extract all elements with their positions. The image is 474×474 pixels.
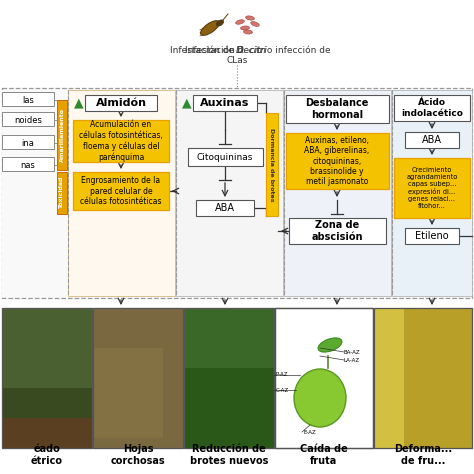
Text: Infestación de: Infestación de [185,46,252,55]
Text: D. citri: D. citri [236,46,266,55]
Bar [392,90,472,296]
Text: Zona de
abscisión: Zona de abscisión [311,220,363,242]
Bar [404,308,472,448]
Bar [193,95,257,111]
Text: nas: nas [20,161,36,170]
Text: ▲: ▲ [182,97,192,109]
Ellipse shape [236,20,245,24]
Text: Desbalance
hormonal: Desbalance hormonal [305,98,369,120]
Bar [374,308,472,448]
Bar [93,308,183,448]
Text: ina: ina [21,138,35,147]
Text: BA-AZ: BA-AZ [344,349,360,355]
Text: C-AZ: C-AZ [275,388,289,392]
Text: Reducción de
brotes nuevos: Reducción de brotes nuevos [190,444,268,466]
Bar [184,308,274,448]
Bar [196,200,254,216]
Text: Citoquininas: Citoquininas [197,153,253,162]
Ellipse shape [217,20,224,26]
Bar [2,112,54,126]
Text: Toxicidad: Toxicidad [60,177,64,209]
Bar [2,92,54,106]
Bar [2,157,54,171]
Text: Ácido
indolacético: Ácido indolacético [401,98,463,118]
Bar [2,135,54,149]
Bar [2,90,67,296]
Bar [68,90,175,296]
Text: Deforma...
de fru...: Deforma... de fru... [394,444,452,466]
Bar [275,308,373,448]
Ellipse shape [294,369,346,427]
Bar [286,133,389,189]
Text: Dormancia de brotes: Dormancia de brotes [270,128,274,202]
Bar [284,90,391,296]
Bar [286,95,389,123]
Text: Caída de
fruta: Caída de fruta [300,444,348,466]
Bar [2,308,92,448]
Bar [275,308,373,448]
Text: Crecimiento
agrandamiento
capas subep...
expresión di...
genes relaci...
fitohor: Crecimiento agrandamiento capas subep...… [406,167,458,209]
Text: Auxinas: Auxinas [201,98,250,108]
Text: ▲: ▲ [74,97,84,109]
Text: LA-AZ: LA-AZ [344,357,360,363]
Ellipse shape [201,21,219,35]
Bar [184,308,274,448]
Bar [93,308,183,448]
Ellipse shape [240,26,249,30]
Bar [73,120,169,162]
Bar [85,95,157,111]
Bar [266,113,278,216]
Text: Almidón: Almidón [95,98,146,108]
Text: ABA: ABA [215,203,235,213]
Text: o infección de: o infección de [264,46,331,55]
Bar [184,368,274,448]
Bar [374,308,472,448]
Bar [57,172,67,214]
Text: D. citri: D. citri [237,46,267,55]
Text: P-AZ: P-AZ [276,373,288,377]
Text: Acumulación en
células fotosintéticas,
floema y células del
parénquima: Acumulación en células fotosintéticas, f… [79,120,163,162]
Text: E-AZ: E-AZ [304,429,316,435]
Bar [176,90,283,296]
Text: ABA: ABA [422,135,442,145]
Bar [2,388,92,448]
Bar [2,418,92,448]
Text: éado
étrico: éado étrico [31,444,63,466]
Text: noides: noides [14,116,42,125]
Bar [405,132,459,148]
Bar [2,308,92,448]
Text: Hojas
corchosas: Hojas corchosas [111,444,165,466]
Bar [93,348,163,438]
Ellipse shape [318,338,342,352]
Bar [2,88,472,298]
Bar [188,148,263,166]
Bar [73,172,169,210]
Ellipse shape [251,22,259,27]
Bar [57,100,67,170]
Bar [289,218,386,244]
Text: Amarillamiento: Amarillamiento [60,108,64,162]
Bar [394,158,470,218]
Text: Etileno: Etileno [415,231,449,241]
Text: Engrosamiento de la
pared celular de
células fotosintéticas: Engrosamiento de la pared celular de cél… [80,176,162,206]
Text: Auxinas, etileno,
ABA, giberelinas,
citoquininas,
brassinolide y
metil jasmonato: Auxinas, etileno, ABA, giberelinas, cito… [304,136,370,186]
Bar [405,228,459,244]
Text: CLas: CLas [226,55,248,64]
Ellipse shape [244,30,253,34]
Text: las: las [22,95,34,104]
Bar [374,308,472,448]
Bar [150,92,390,132]
Bar [394,95,470,121]
Text: Infestación de: Infestación de [170,46,237,55]
Bar [275,308,373,448]
Ellipse shape [246,16,255,20]
